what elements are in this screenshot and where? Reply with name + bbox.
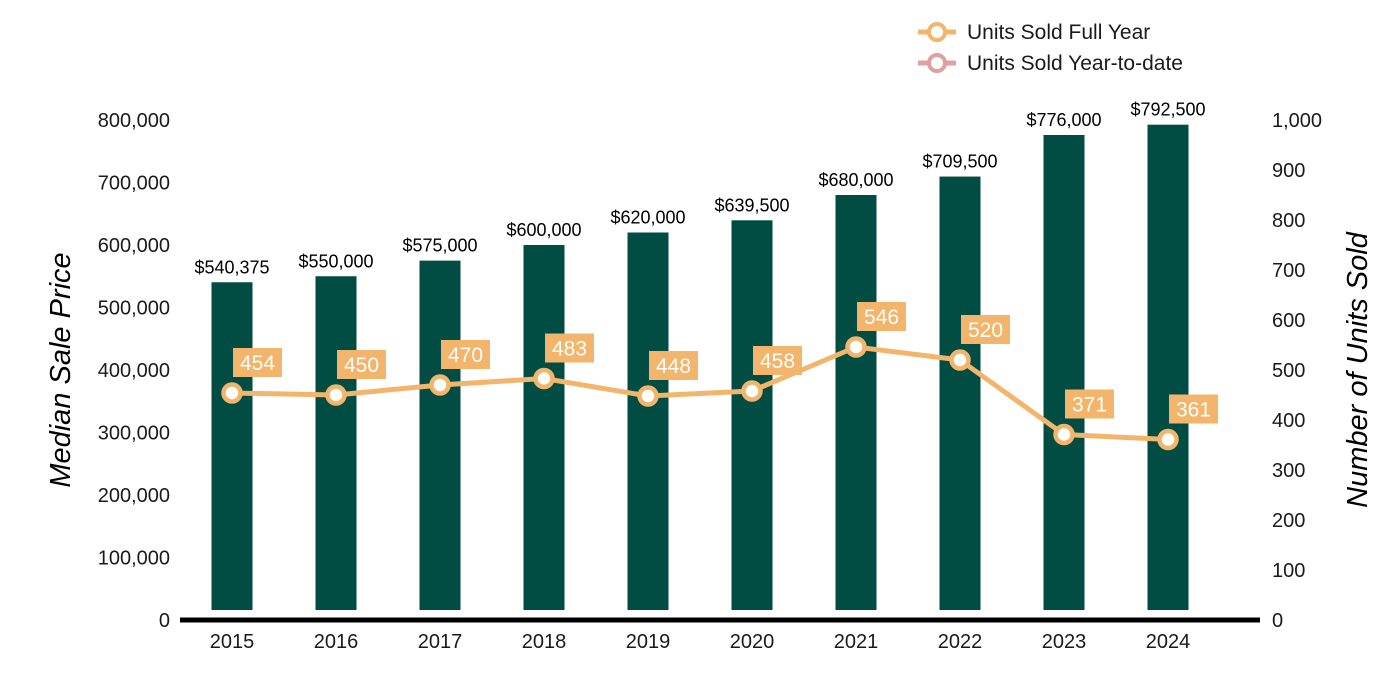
units-point-2017 (429, 374, 451, 396)
bar-label-2021: $680,000 (818, 170, 893, 190)
legend-entry-full-year: Units Sold Full Year (918, 21, 1150, 44)
x-tick-2016: 2016 (314, 631, 359, 653)
x-tick-2021: 2021 (834, 631, 879, 653)
left-tick-0: 0 (159, 610, 170, 632)
units-label-2017: 470 (448, 344, 483, 367)
right-tick-200: 200 (1272, 510, 1305, 532)
left-tick-600-000: 600,000 (98, 235, 170, 257)
right-tick-600: 600 (1272, 310, 1305, 332)
legend-marker-ytd (927, 53, 947, 73)
bar-2021 (835, 195, 877, 610)
bar-label-2022: $709,500 (922, 152, 997, 172)
units-sold-line (221, 336, 1179, 451)
units-point-2015 (221, 382, 243, 404)
x-tick-2023: 2023 (1042, 631, 1087, 653)
bar-label-2019: $620,000 (610, 208, 685, 228)
bar-value-labels: $540,375 $550,000 $575,000 $600,000 $620,000… (194, 100, 1205, 278)
bar-2019 (627, 232, 669, 610)
bars (211, 124, 1189, 610)
right-tick-100: 100 (1272, 560, 1305, 582)
bar-2017 (419, 260, 461, 610)
right-tick-800: 800 (1272, 210, 1305, 232)
units-point-2024 (1157, 428, 1179, 451)
units-point-2023 (1053, 423, 1075, 446)
units-label-2015: 454 (240, 352, 275, 375)
units-label-2018: 483 (552, 338, 587, 361)
right-tick-0: 0 (1272, 610, 1283, 632)
units-label-2024: 361 (1176, 399, 1211, 422)
left-tick-100-000: 100,000 (98, 548, 170, 570)
x-tick-2017: 2017 (418, 631, 463, 653)
bar-label-2024: $792,500 (1130, 100, 1205, 120)
units-label-box-2017 (441, 340, 490, 369)
x-tick-2018: 2018 (522, 631, 567, 653)
right-tick-900: 900 (1272, 160, 1305, 182)
left-tick-400-000: 400,000 (98, 360, 170, 382)
units-label-2020: 458 (760, 350, 795, 373)
bar-2023 (1043, 135, 1085, 610)
units-label-2021: 546 (864, 306, 899, 329)
units-label-2022: 520 (968, 319, 1003, 342)
units-point-2019 (637, 385, 659, 407)
x-tick-2015: 2015 (210, 631, 255, 653)
left-axis-title: Median Sale Price (45, 252, 77, 487)
right-axis-ticks: 0 100 200 300 400 500 600 700 800 900 1,000 (1272, 110, 1322, 632)
legend-entry-ytd: Units Sold Year-to-date (918, 52, 1183, 75)
bar-2015 (211, 282, 253, 610)
x-tick-2022: 2022 (938, 631, 983, 653)
legend: Units Sold Full Year Units Sold Year-to-… (918, 21, 1183, 75)
units-label-box-2016 (337, 350, 386, 379)
x-axis-ticks: 2015 2016 2017 2018 2019 2020 2021 2022 2023 2024 (210, 631, 1191, 653)
units-label-box-2023 (1065, 389, 1114, 419)
units-label-2016: 450 (344, 354, 379, 377)
bar-2024 (1147, 124, 1189, 610)
left-tick-500-000: 500,000 (98, 298, 170, 320)
units-sold-labels: 454 450 470 483 448 458 546 520 371 361 (233, 302, 1218, 424)
units-point-2020 (741, 380, 763, 402)
units-point-2021 (845, 336, 867, 358)
right-axis-title: Number of Units Sold (1342, 231, 1374, 507)
bar-label-2023: $776,000 (1026, 110, 1101, 130)
units-label-box-2019 (649, 351, 698, 380)
right-tick-400: 400 (1272, 410, 1305, 432)
bar-2018 (523, 245, 565, 610)
right-tick-1-000: 1,000 (1272, 110, 1322, 132)
x-tick-2024: 2024 (1146, 631, 1191, 653)
units-sold-full-year-line (231, 344, 1169, 442)
bar-label-2017: $575,000 (402, 236, 477, 256)
units-label-box-2018 (545, 333, 594, 363)
left-tick-200-000: 200,000 (98, 485, 170, 507)
bar-2016 (315, 276, 357, 610)
bar-label-2016: $550,000 (298, 251, 373, 271)
bar-label-2018: $600,000 (506, 220, 581, 240)
units-label-2019: 448 (656, 355, 691, 378)
legend-marker-full-year (927, 22, 947, 42)
legend-label-full-year: Units Sold Full Year (967, 21, 1150, 44)
right-tick-700: 700 (1272, 260, 1305, 282)
x-tick-2019: 2019 (626, 631, 671, 653)
left-tick-300-000: 300,000 (98, 423, 170, 445)
left-tick-700-000: 700,000 (98, 173, 170, 195)
x-tick-2020: 2020 (730, 631, 775, 653)
units-point-2016 (325, 384, 347, 406)
right-tick-300: 300 (1272, 460, 1305, 482)
bar-label-2020: $639,500 (714, 195, 789, 215)
units-label-2023: 371 (1072, 394, 1107, 417)
units-label-box-2024 (1169, 394, 1218, 424)
units-label-box-2022 (961, 315, 1010, 344)
left-axis-ticks: 0 100,000 200,000 300,000 400,000 500,000 600,… (98, 110, 170, 632)
units-label-box-2021 (857, 302, 906, 331)
units-label-box-2020 (753, 346, 802, 375)
bar-label-2015: $540,375 (194, 257, 269, 277)
legend-label-ytd: Units Sold Year-to-date (967, 52, 1183, 75)
bar-2022 (939, 176, 981, 610)
right-tick-500: 500 (1272, 360, 1305, 382)
units-label-box-2015 (233, 348, 282, 377)
units-point-2022 (949, 349, 971, 371)
units-point-2018 (533, 367, 555, 390)
left-tick-800-000: 800,000 (98, 110, 170, 132)
bar-2020 (731, 220, 773, 610)
